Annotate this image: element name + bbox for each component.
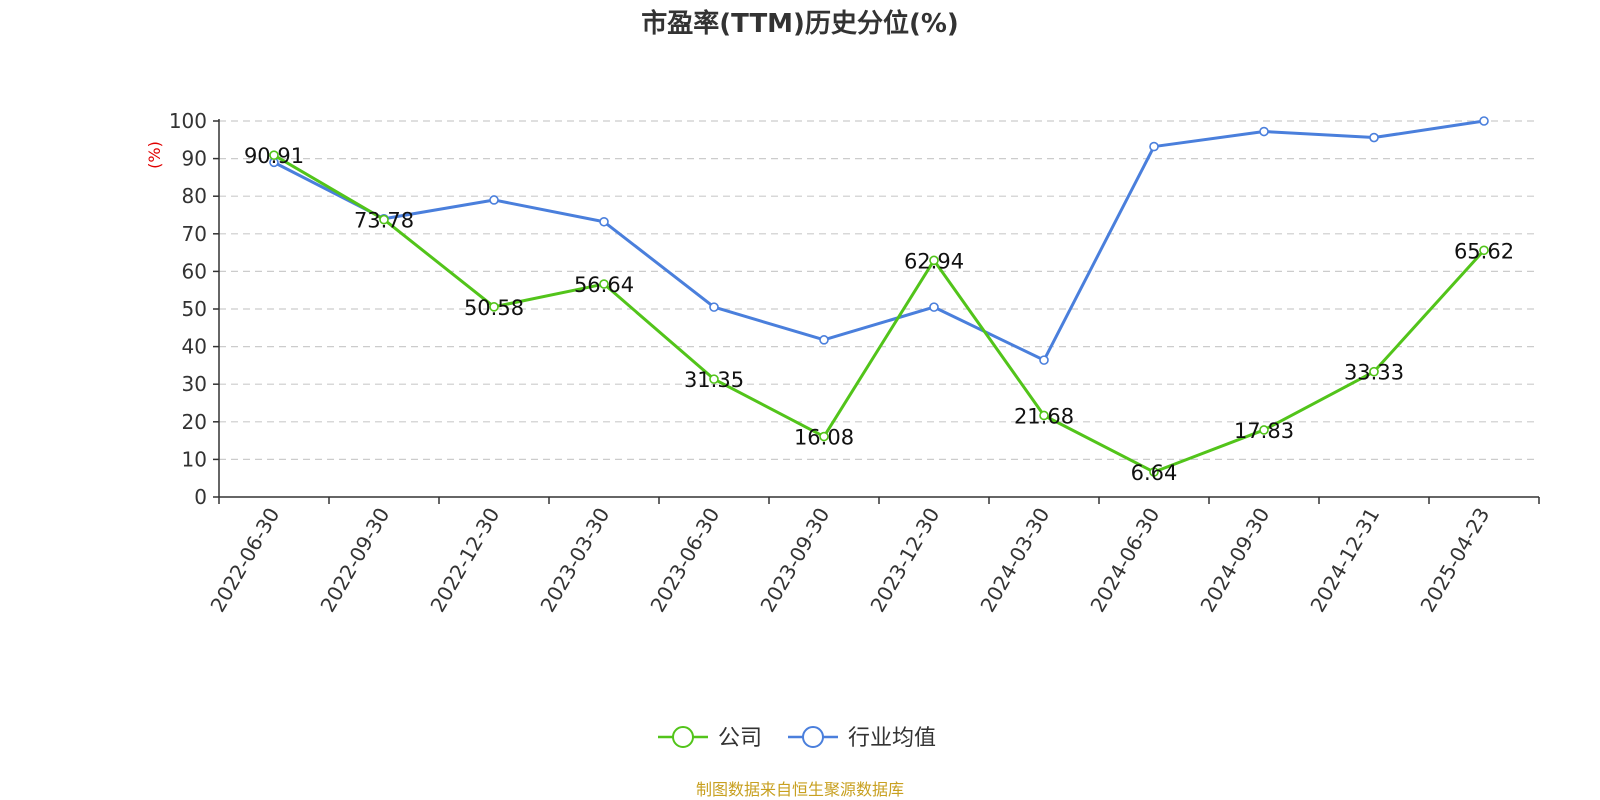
data-label: 62.94	[904, 249, 964, 273]
data-label: 31.35	[684, 368, 744, 392]
x-tick-label: 2025-04-23	[1415, 504, 1494, 617]
x-tick-label: 2023-12-30	[865, 504, 944, 617]
data-label: 33.33	[1344, 361, 1404, 385]
chart-title: 市盈率(TTM)历史分位(%)	[641, 8, 959, 39]
y-tick-label: 20	[182, 410, 207, 434]
series-line-1	[273, 119, 1485, 362]
data-point[interactable]	[1259, 425, 1269, 435]
data-labels: 90.91 73.78 50.58 56.64 31.35 16.08 62.94 21.68…	[244, 144, 1514, 485]
y-tick-label: 10	[182, 447, 207, 471]
legend-label: 公司	[718, 726, 762, 751]
y-axis-label: (%)	[145, 141, 164, 169]
source-note: 制图数据来自恒生聚源数据库	[696, 780, 904, 799]
x-tick-label: 2023-03-30	[535, 504, 614, 617]
y-tick-label: 70	[182, 222, 207, 246]
data-point[interactable]	[489, 195, 499, 205]
series-line-0	[273, 153, 1486, 474]
y-tick-label: 40	[182, 335, 207, 359]
data-point[interactable]	[929, 255, 939, 266]
legend-label: 行业均值	[848, 726, 936, 751]
y-tick-label: 50	[182, 297, 207, 321]
y-tick-label: 80	[182, 184, 207, 208]
data-label: 16.08	[794, 426, 854, 450]
legend-marker	[802, 726, 824, 748]
x-tick-label: 2024-06-30	[1085, 504, 1164, 617]
y-tick-label: 90	[182, 147, 207, 171]
x-tick-label: 2024-09-30	[1195, 504, 1274, 617]
data-point[interactable]	[1369, 132, 1379, 143]
data-point[interactable]	[1149, 141, 1159, 152]
data-point[interactable]	[819, 335, 829, 345]
data-point[interactable]	[599, 279, 609, 289]
y-tick-label: 100	[169, 109, 207, 133]
grid-lines	[213, 120, 1539, 498]
x-tick-label: 2022-12-30	[425, 504, 504, 617]
data-point[interactable]	[599, 216, 609, 227]
y-tick-label: 30	[182, 372, 207, 396]
data-point[interactable]	[929, 302, 939, 312]
y-tick-labels: 0 10 20 30 40 50 60 70 80 90 100	[169, 109, 207, 509]
data-point[interactable]	[1259, 126, 1269, 137]
x-tick-label: 2022-06-30	[205, 504, 284, 617]
data-label: 73.78	[354, 209, 414, 233]
data-point[interactable]	[709, 302, 719, 312]
data-point[interactable]	[709, 374, 719, 384]
data-label: 21.68	[1014, 404, 1074, 428]
data-point[interactable]	[819, 431, 829, 442]
data-point[interactable]	[1369, 366, 1379, 377]
data-point[interactable]	[1039, 410, 1049, 421]
data-point[interactable]	[1479, 116, 1489, 126]
y-tick-label: 60	[182, 259, 207, 283]
x-tick-label: 2024-12-31	[1305, 504, 1384, 617]
data-point[interactable]	[1039, 355, 1049, 365]
data-point[interactable]	[489, 302, 499, 312]
data-label: 90.91	[244, 144, 304, 168]
data-point[interactable]	[1479, 245, 1489, 256]
legend-item-1[interactable]: 行业均值	[788, 726, 936, 751]
data-label: 17.83	[1234, 419, 1294, 443]
axes	[218, 119, 1540, 504]
y-tick-label: 0	[194, 485, 207, 509]
data-point[interactable]	[269, 150, 279, 160]
data-point[interactable]	[1149, 467, 1159, 477]
x-tick-label: 2022-09-30	[315, 504, 394, 617]
x-tick-label: 2023-09-30	[755, 504, 834, 617]
series-group	[269, 116, 1489, 477]
data-label: 50.58	[464, 296, 524, 320]
data-label: 65.62	[1454, 239, 1514, 263]
data-label: 6.64	[1131, 461, 1178, 485]
x-tick-labels: 2022-06-30 2022-09-30 2022-12-30 2023-03-30…	[205, 504, 1494, 617]
data-point[interactable]	[379, 214, 389, 225]
data-label: 56.64	[574, 273, 634, 297]
x-tick-label: 2024-03-30	[975, 504, 1054, 617]
legend-marker	[672, 726, 694, 748]
legend[interactable]: 公司 行业均值	[658, 726, 936, 751]
x-tick-label: 2023-06-30	[645, 504, 724, 617]
legend-item-0[interactable]: 公司	[658, 726, 762, 751]
